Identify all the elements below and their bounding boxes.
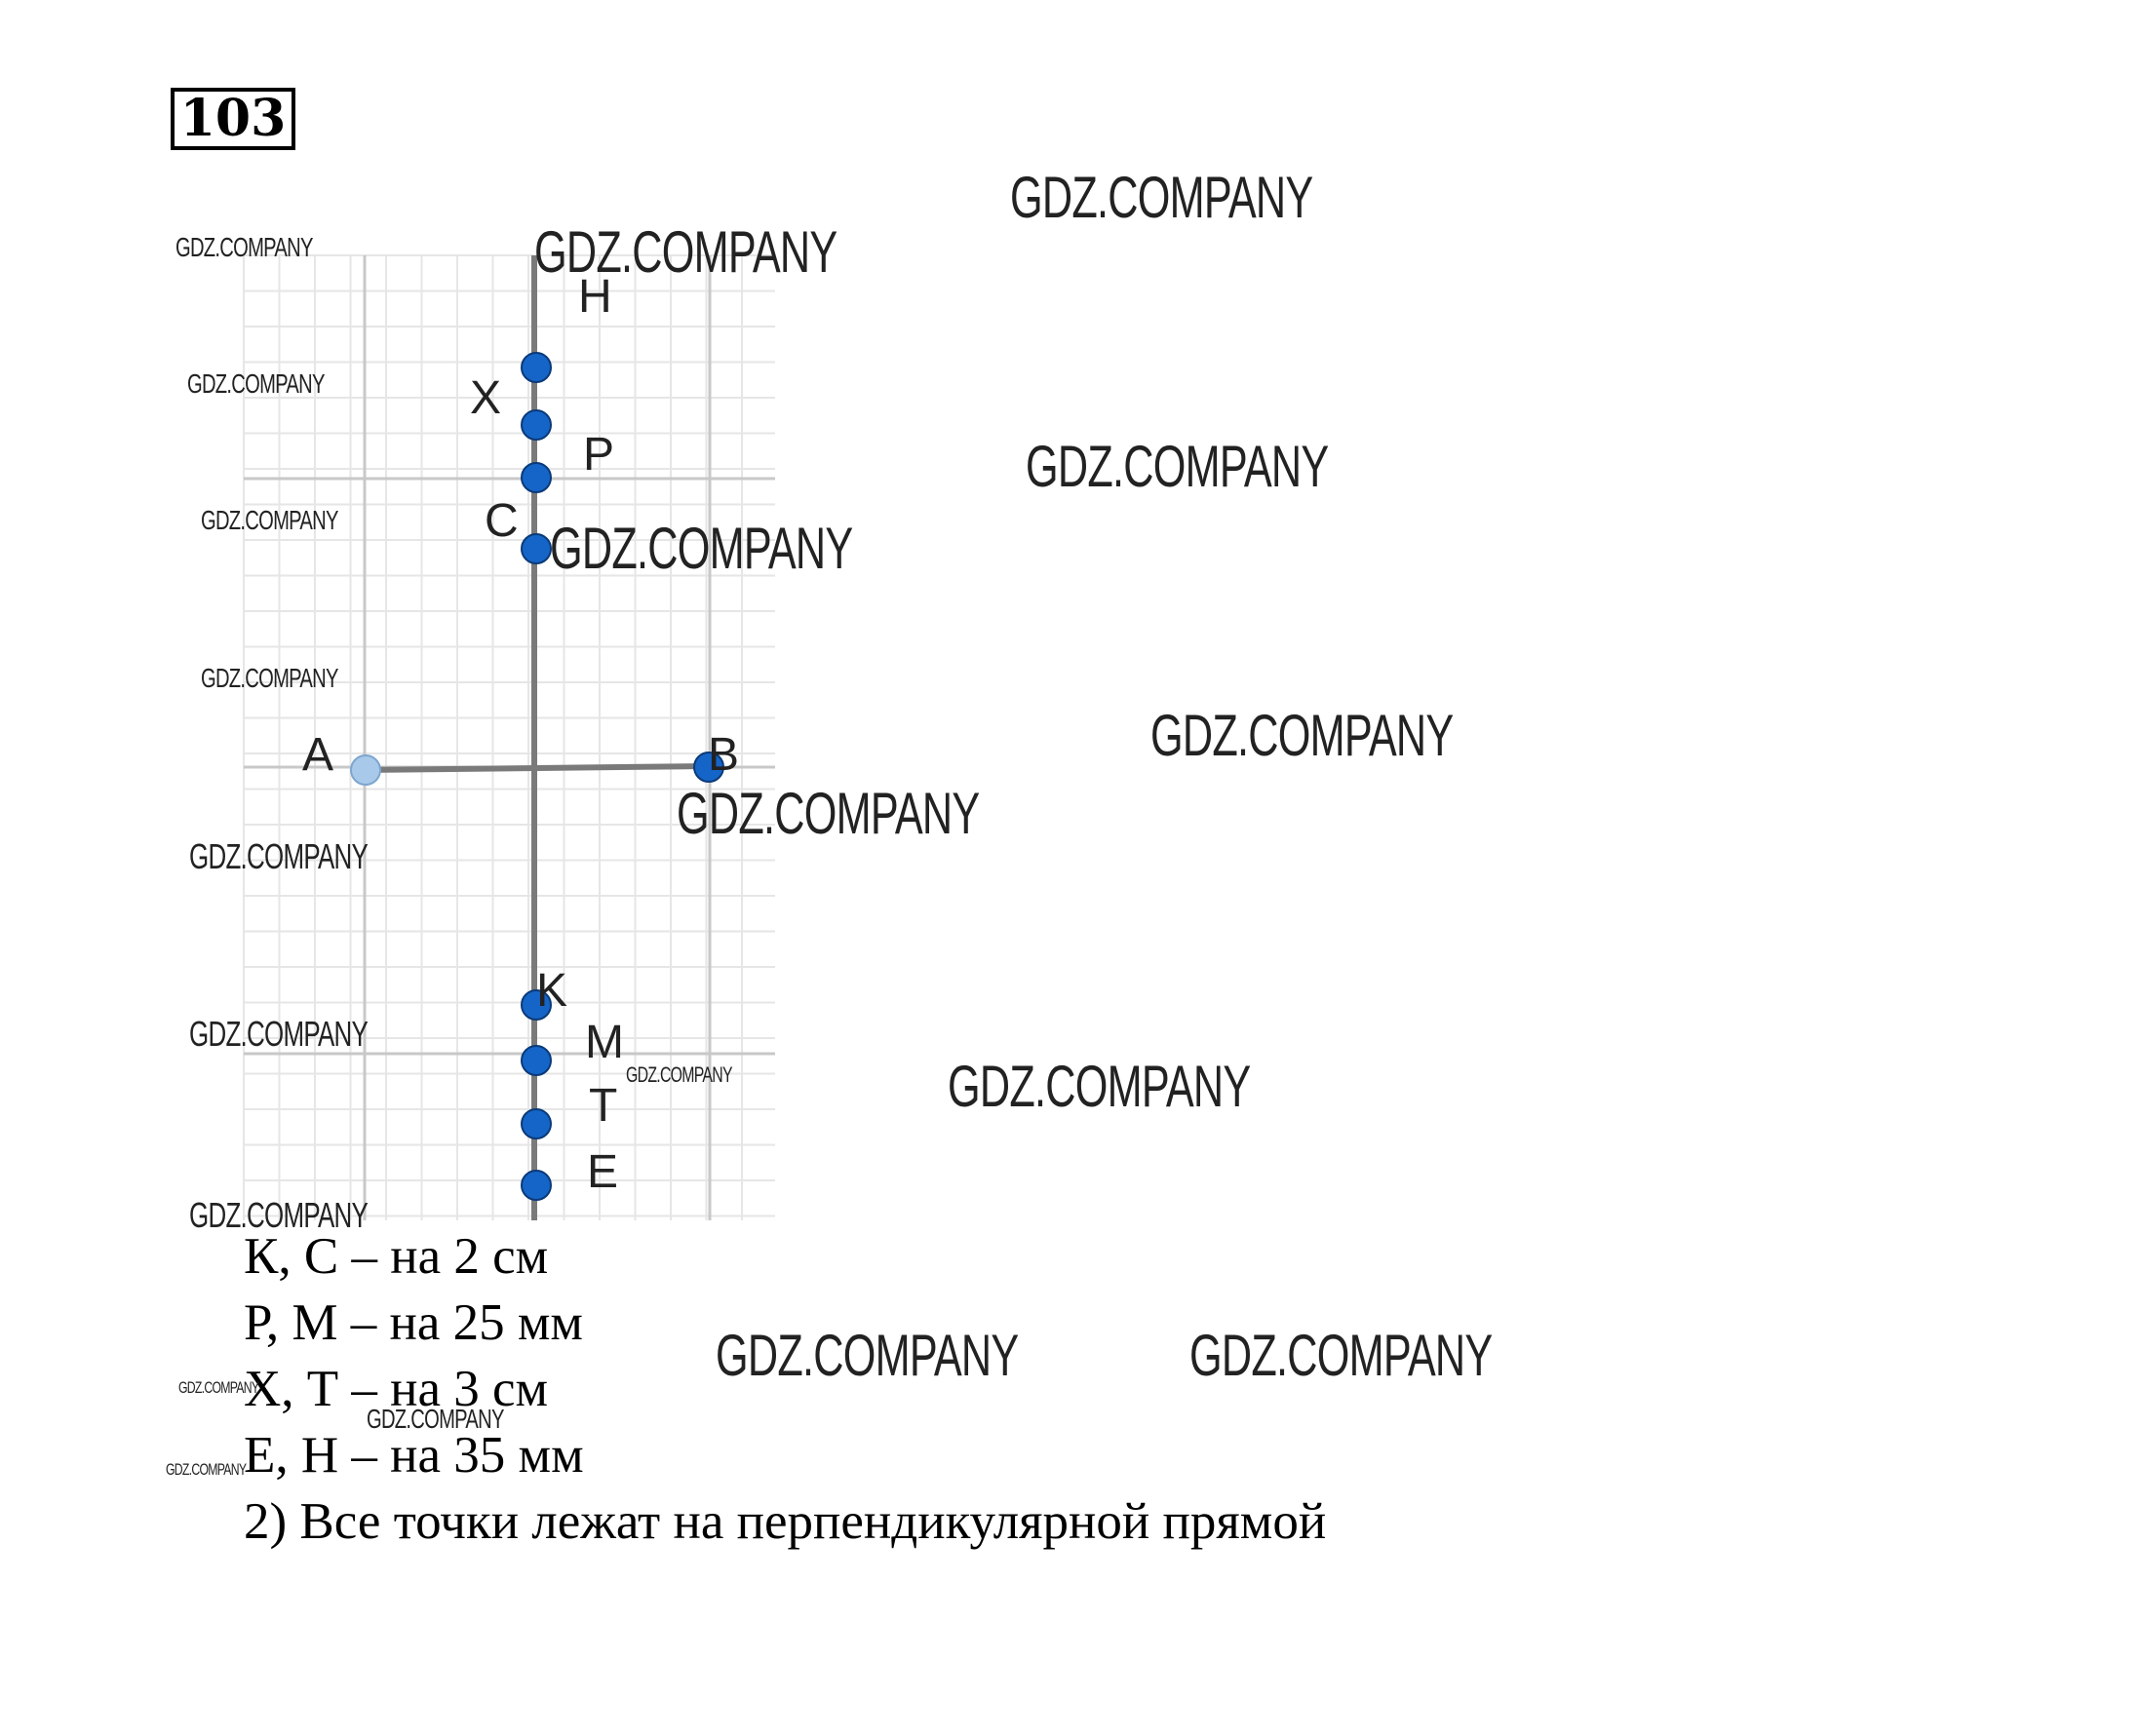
- watermark: GDZ.COMPANY: [550, 516, 853, 581]
- point-c: [521, 462, 552, 493]
- answer-line-5: 2) Все точки лежат на перпендикулярной п…: [244, 1493, 1327, 1550]
- answer-line-4: Е, Н – на 35 мм: [244, 1427, 584, 1484]
- watermark: GDZ.COMPANY: [187, 368, 325, 399]
- point-k: [521, 989, 552, 1021]
- label-p: P: [583, 429, 614, 481]
- watermark: GDZ.COMPANY: [534, 219, 837, 285]
- point-upper-4: [521, 533, 552, 564]
- watermark: GDZ.COMPANY: [1150, 703, 1454, 768]
- label-e: E: [587, 1146, 618, 1198]
- watermark: GDZ.COMPANY: [166, 1460, 247, 1479]
- label-x: X: [470, 372, 501, 424]
- watermark: GDZ.COMPANY: [1010, 165, 1313, 230]
- watermark: GDZ.COMPANY: [948, 1054, 1251, 1119]
- watermark: GDZ.COMPANY: [677, 781, 980, 846]
- watermark: GDZ.COMPANY: [189, 836, 369, 876]
- watermark: GDZ.COMPANY: [367, 1404, 504, 1434]
- label-h: H: [578, 271, 612, 323]
- problem-number: 103: [171, 88, 295, 150]
- watermark: GDZ.COMPANY: [189, 1014, 369, 1054]
- point-a: [350, 754, 381, 786]
- label-a: A: [302, 729, 333, 781]
- watermark: GDZ.COMPANY: [201, 505, 338, 535]
- answer-list: К, С – на 2 см Р, М – на 25 мм Х, Т – на…: [244, 1223, 1326, 1555]
- label-k: K: [536, 965, 567, 1017]
- label-m: M: [585, 1017, 624, 1068]
- watermark: GDZ.COMPANY: [175, 232, 313, 262]
- point-t: [521, 1108, 552, 1139]
- answer-line-1: К, С – на 2 см: [244, 1228, 549, 1285]
- watermark: GDZ.COMPANY: [201, 663, 338, 693]
- watermark: GDZ.COMPANY: [1026, 434, 1329, 499]
- watermark: GDZ.COMPANY: [716, 1323, 1019, 1388]
- point-b: [693, 752, 724, 783]
- answer-line-2: Р, М – на 25 мм: [244, 1294, 583, 1351]
- point-p: [521, 409, 552, 441]
- point-m: [521, 1045, 552, 1076]
- point-x: [521, 352, 552, 383]
- watermark: GDZ.COMPANY: [178, 1378, 259, 1397]
- watermark: GDZ.COMPANY: [1189, 1323, 1493, 1388]
- watermark: GDZ.COMPANY: [189, 1195, 369, 1235]
- watermark: GDZ.COMPANY: [626, 1062, 733, 1087]
- label-t: T: [589, 1080, 617, 1132]
- label-b: B: [708, 729, 739, 781]
- answer-line-3: Х, Т – на 3 см: [244, 1361, 549, 1417]
- point-e: [521, 1170, 552, 1201]
- label-c: C: [485, 495, 519, 547]
